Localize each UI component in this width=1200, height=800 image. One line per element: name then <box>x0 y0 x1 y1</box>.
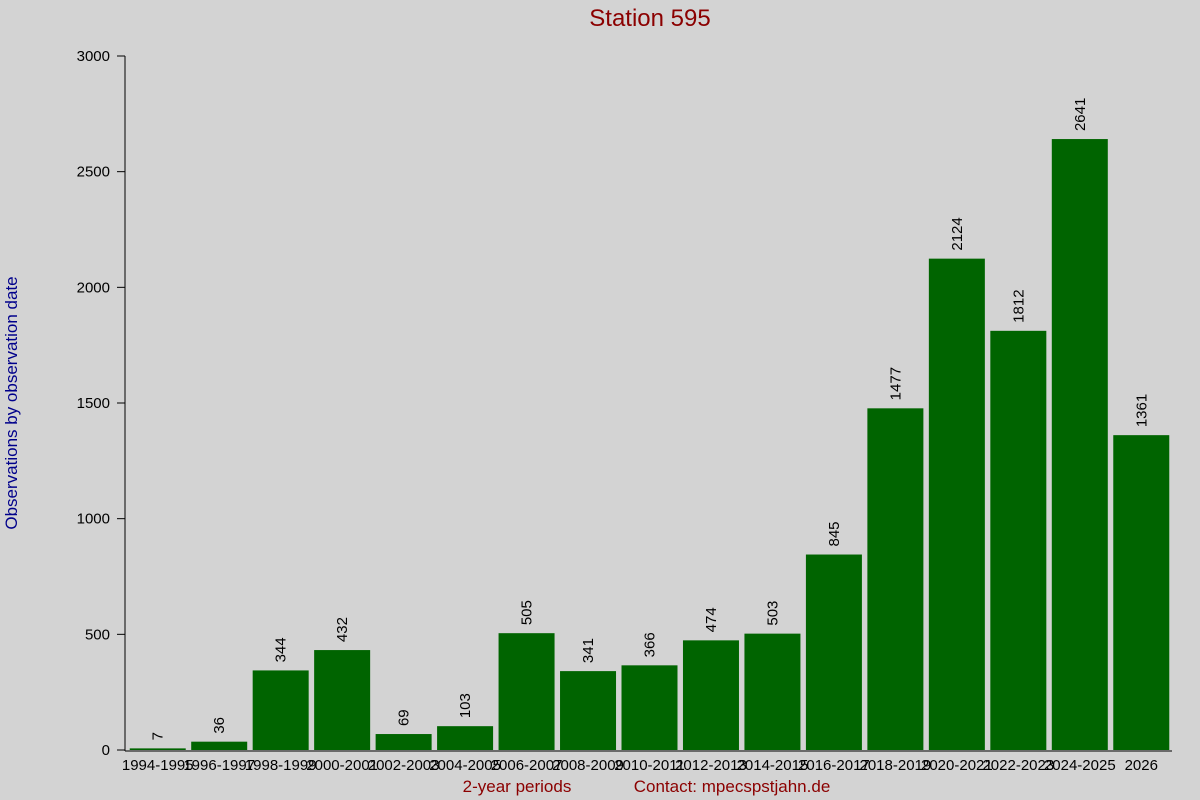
x-tick-label: 2004-2005 <box>429 757 501 774</box>
x-tick-label: 2008-2009 <box>552 757 624 774</box>
bar <box>1051 139 1108 751</box>
x-tick-label: 1996-1997 <box>183 757 255 774</box>
bar <box>191 741 248 750</box>
bar <box>314 650 371 750</box>
value-label: 2124 <box>949 217 966 250</box>
y-tick-label: 3000 <box>77 48 110 65</box>
y-tick-label: 0 <box>102 742 110 759</box>
bar <box>744 633 801 750</box>
value-label: 344 <box>273 637 290 662</box>
value-label: 341 <box>580 638 597 663</box>
x-tick-label: 2006-2007 <box>491 757 563 774</box>
x-tick-label: 2010-2011 <box>614 757 685 774</box>
value-label: 845 <box>826 521 843 546</box>
contact: Contact: mpecspstjahn.de <box>634 777 831 796</box>
x-tick-label: 2020-2021 <box>921 757 993 774</box>
bar <box>990 330 1047 750</box>
x-tick-label: 1994-1995 <box>122 757 194 774</box>
x-tick-label: 2024-2025 <box>1044 757 1116 774</box>
value-label: 432 <box>334 617 351 642</box>
bar <box>621 665 678 750</box>
bar <box>1113 435 1170 750</box>
x-tick-label: 2018-2019 <box>860 757 932 774</box>
x-tick-label: 2000-2001 <box>306 757 378 774</box>
bar <box>129 748 186 750</box>
value-label: 7 <box>150 732 167 740</box>
value-label: 1477 <box>887 367 904 400</box>
value-label: 505 <box>519 600 536 625</box>
bar <box>498 633 555 750</box>
y-tick-label: 1500 <box>77 395 110 412</box>
bar <box>928 258 985 750</box>
bar <box>437 726 494 750</box>
value-label: 503 <box>764 601 781 626</box>
y-tick-label: 2500 <box>77 164 110 181</box>
y-tick-label: 2000 <box>77 279 110 296</box>
value-label: 1361 <box>1133 394 1150 427</box>
y-tick-label: 500 <box>85 626 110 643</box>
value-label: 1812 <box>1010 289 1027 322</box>
bar <box>252 670 309 750</box>
x-tick-label: 2016-2017 <box>798 757 870 774</box>
bar <box>682 640 739 750</box>
x-tick-label: 2022-2023 <box>982 757 1054 774</box>
x-tick-label: 2012-2013 <box>675 757 747 774</box>
bar <box>560 671 617 750</box>
bar <box>805 554 862 750</box>
chart-title: Station 595 <box>589 5 710 32</box>
value-label: 36 <box>211 717 228 734</box>
x-axis-label: 2-year periods <box>463 777 572 796</box>
value-label: 2641 <box>1072 98 1089 131</box>
x-tick-label: 1998-1999 <box>245 757 317 774</box>
x-tick-label: 2014-2015 <box>737 757 809 774</box>
value-label: 69 <box>396 709 413 726</box>
bar <box>375 734 432 750</box>
bar <box>867 408 924 750</box>
value-label: 474 <box>703 607 720 632</box>
y-axis-label: Observations by observation date <box>2 276 21 529</box>
x-tick-label: 2002-2003 <box>368 757 440 774</box>
y-tick-label: 1000 <box>77 511 110 528</box>
value-label: 103 <box>457 693 474 718</box>
x-tick-label: 2026 <box>1125 757 1158 774</box>
value-label: 366 <box>642 632 659 657</box>
